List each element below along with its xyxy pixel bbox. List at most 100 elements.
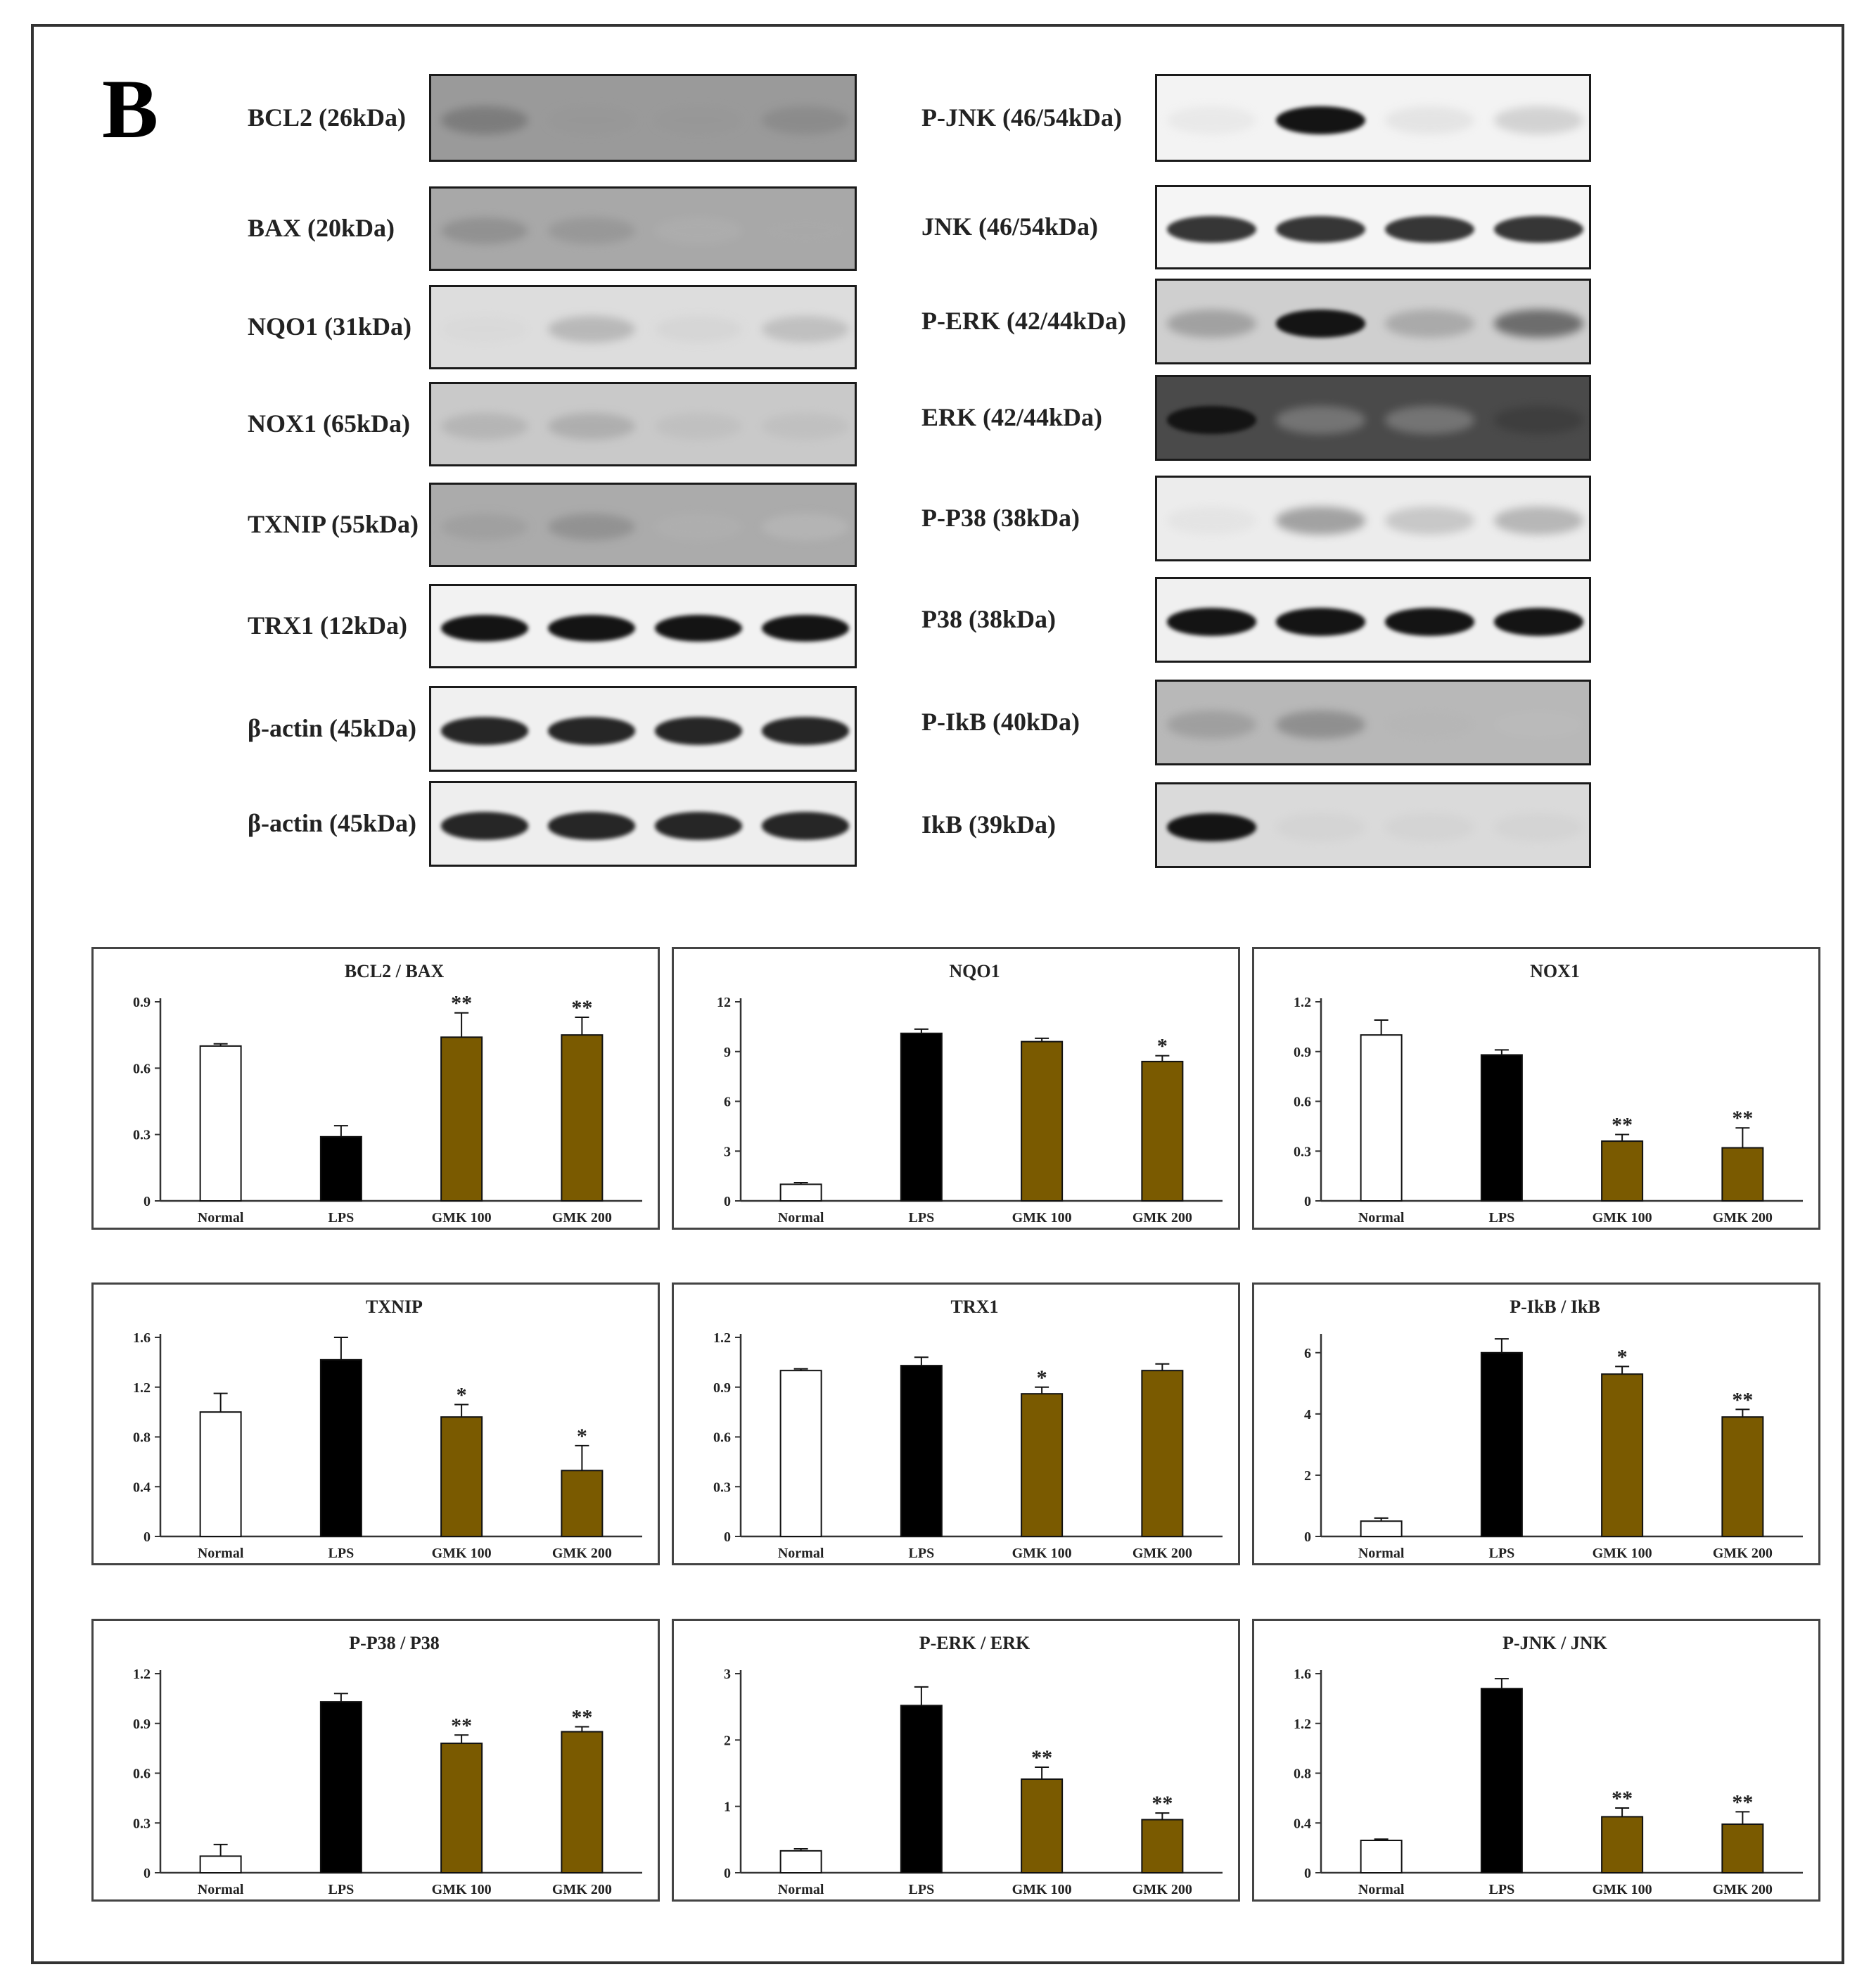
blot-image xyxy=(1155,375,1591,461)
blot-band xyxy=(654,315,743,343)
significance-marker: ** xyxy=(571,1705,592,1729)
chart-panel: P-P38 / P38 0 0.3 0.6 0.9 1.2 Normal LPS ** GMK 1… xyxy=(91,1619,660,1902)
y-tick-label: 0 xyxy=(143,1194,151,1209)
y-tick-label: 6 xyxy=(724,1095,731,1110)
bar xyxy=(779,1850,822,1873)
blot-band xyxy=(547,412,636,440)
chart-panel: NQO1 0 3 6 9 12 Normal LPS GMK 100 * GMK 200 xyxy=(672,947,1240,1230)
blot-band xyxy=(547,614,636,642)
blot-band xyxy=(1166,215,1257,243)
blot-band xyxy=(1493,813,1584,841)
blot-band xyxy=(1275,507,1366,535)
y-tick-label: 0 xyxy=(724,1529,731,1545)
y-tick-label: 0 xyxy=(724,1194,731,1209)
y-tick-label: 1.2 xyxy=(133,1667,151,1682)
x-tick-label: Normal xyxy=(778,1882,824,1897)
blot-band xyxy=(1384,215,1475,243)
blot-band xyxy=(1275,106,1366,134)
blot-image xyxy=(429,382,857,466)
blot-label: NQO1 (31kDa) xyxy=(248,312,411,340)
blot-band xyxy=(1275,215,1366,243)
x-tick-label: LPS xyxy=(1489,1882,1515,1897)
bar xyxy=(1480,1054,1523,1202)
bar xyxy=(561,1731,604,1873)
blot-band xyxy=(654,106,743,134)
bar xyxy=(319,1358,362,1538)
y-tick-label: 0 xyxy=(1304,1866,1311,1881)
y-tick-label: 0.3 xyxy=(1294,1144,1311,1159)
figure-frame xyxy=(31,24,1844,1964)
chart-title: BCL2 / BAX xyxy=(345,961,445,981)
blot-label: P-ERK (42/44kDa) xyxy=(921,307,1126,335)
blot-band xyxy=(1275,608,1366,636)
x-tick-label: GMK 200 xyxy=(552,1210,612,1226)
blot-label: ERK (42/44kDa) xyxy=(921,403,1103,431)
x-tick-label: LPS xyxy=(328,1546,355,1561)
bar xyxy=(1601,1816,1644,1873)
blot-band xyxy=(1166,711,1257,739)
chart-svg: P-P38 / P38 0 0.3 0.6 0.9 1.2 Normal LPS ** GMK 1… xyxy=(133,1633,642,1897)
x-tick-label: Normal xyxy=(198,1546,244,1561)
blot-image xyxy=(1155,680,1591,765)
blot-band xyxy=(1384,106,1475,134)
x-tick-label: Normal xyxy=(198,1882,244,1897)
blot-band xyxy=(1493,711,1584,739)
blot-image xyxy=(1155,74,1591,162)
x-tick-label: Normal xyxy=(1358,1882,1405,1897)
blot-band xyxy=(761,812,850,840)
y-tick-label: 1.2 xyxy=(1294,1717,1311,1732)
significance-marker: ** xyxy=(451,1714,472,1737)
y-tick-label: 0 xyxy=(1304,1194,1311,1209)
blot-image xyxy=(1155,782,1591,868)
bar xyxy=(1141,1060,1184,1202)
blot-band xyxy=(761,717,850,745)
y-tick-label: 9 xyxy=(724,1045,731,1060)
bar xyxy=(1721,1416,1764,1537)
chart-svg: P-IkB / IkB 0 2 4 6 Normal LPS * GMK 100 ** GMK 20… xyxy=(1304,1297,1803,1561)
y-tick-label: 1 xyxy=(724,1800,731,1815)
bar xyxy=(779,1183,822,1202)
blot-band xyxy=(1493,310,1584,338)
y-tick-label: 0.6 xyxy=(713,1430,731,1446)
significance-marker: ** xyxy=(1732,1107,1753,1130)
significance-marker: ** xyxy=(571,996,592,1019)
blot-band xyxy=(547,106,636,134)
y-tick-label: 0.8 xyxy=(133,1430,151,1446)
blot-band xyxy=(547,217,636,245)
chart-panel: P-IkB / IkB 0 2 4 6 Normal LPS * GMK 100 ** GMK 20… xyxy=(1252,1282,1820,1565)
x-tick-label: LPS xyxy=(328,1210,355,1226)
blot-band xyxy=(654,614,743,642)
blot-label: β-actin (45kDa) xyxy=(248,714,416,742)
y-tick-label: 1.2 xyxy=(133,1380,151,1396)
blot-band xyxy=(761,614,850,642)
chart-svg: BCL2 / BAX 0 0.3 0.6 0.9 Normal LPS ** GMK 100 **… xyxy=(133,961,642,1226)
blot-label: JNK (46/54kDa) xyxy=(921,212,1098,241)
blot-image xyxy=(1155,476,1591,561)
x-tick-label: LPS xyxy=(1489,1210,1515,1226)
x-tick-label: GMK 200 xyxy=(552,1546,612,1561)
blot-label: P-JNK (46/54kDa) xyxy=(921,103,1122,132)
blot-image xyxy=(429,781,857,867)
blot-band xyxy=(654,412,743,440)
blot-band xyxy=(547,717,636,745)
y-tick-label: 0 xyxy=(143,1529,151,1545)
blot-band xyxy=(440,513,529,541)
significance-marker: ** xyxy=(1732,1790,1753,1814)
significance-marker: * xyxy=(1617,1345,1628,1368)
bar xyxy=(319,1701,362,1874)
y-tick-label: 0.3 xyxy=(713,1479,731,1495)
blot-band xyxy=(1275,813,1366,841)
bar xyxy=(1141,1370,1184,1537)
x-tick-label: LPS xyxy=(1489,1546,1515,1561)
chart-title: P-IkB / IkB xyxy=(1510,1297,1600,1317)
bar xyxy=(1021,1778,1064,1873)
y-tick-label: 3 xyxy=(724,1144,731,1159)
blot-label: NOX1 (65kDa) xyxy=(248,409,410,438)
blot-label: BAX (20kDa) xyxy=(248,214,395,242)
blot-band xyxy=(654,717,743,745)
x-tick-label: GMK 200 xyxy=(552,1882,612,1897)
blot-band xyxy=(1493,507,1584,535)
blot-band xyxy=(1275,406,1366,434)
x-tick-label: Normal xyxy=(1358,1210,1405,1226)
y-tick-label: 0.8 xyxy=(1294,1767,1311,1782)
